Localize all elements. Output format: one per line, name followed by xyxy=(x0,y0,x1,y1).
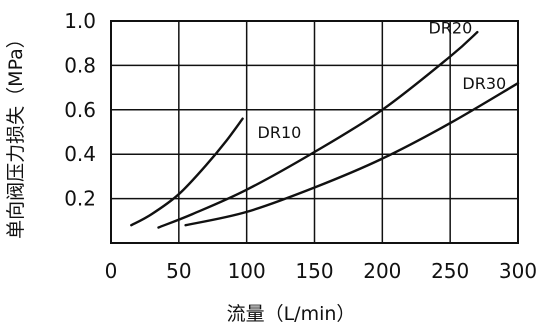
series-label-dr10: DR10 xyxy=(258,123,302,142)
x-tick-labels: 0 50 100 150 200 250 300 xyxy=(105,259,536,283)
x-tick-label-1: 50 xyxy=(166,259,191,283)
y-tick-labels: 0.2 0.4 0.6 0.8 1.0 xyxy=(64,9,96,211)
series-curves xyxy=(130,30,520,229)
x-tick-label-4: 200 xyxy=(363,259,401,283)
plot-frame xyxy=(110,20,519,244)
series-label-dr20: DR20 xyxy=(428,19,472,38)
x-tick-label-0: 0 xyxy=(105,259,118,283)
y-tick-label-2: 0.6 xyxy=(64,98,96,122)
series-line-dr10 xyxy=(130,117,244,227)
series-line-dr20 xyxy=(157,30,479,229)
x-tick-label-3: 150 xyxy=(295,259,333,283)
y-tick-label-3: 0.8 xyxy=(64,53,96,77)
x-axis-title: 流量（L/min） xyxy=(227,303,356,325)
y-tick-label-1: 0.4 xyxy=(64,142,96,166)
y-tick-label-0: 0.2 xyxy=(64,187,96,211)
series-label-dr30: DR30 xyxy=(462,74,506,93)
x-tick-label-6: 300 xyxy=(499,259,536,283)
series-labels: DR10 DR20 DR30 xyxy=(258,19,507,142)
x-tick-label-5: 250 xyxy=(431,259,469,283)
y-axis-title: 单向阀压力损失（MPa） xyxy=(5,29,27,239)
series-line-dr30 xyxy=(184,82,520,227)
grid xyxy=(111,21,518,243)
x-tick-label-2: 100 xyxy=(228,259,266,283)
y-tick-label-4: 1.0 xyxy=(64,9,96,33)
